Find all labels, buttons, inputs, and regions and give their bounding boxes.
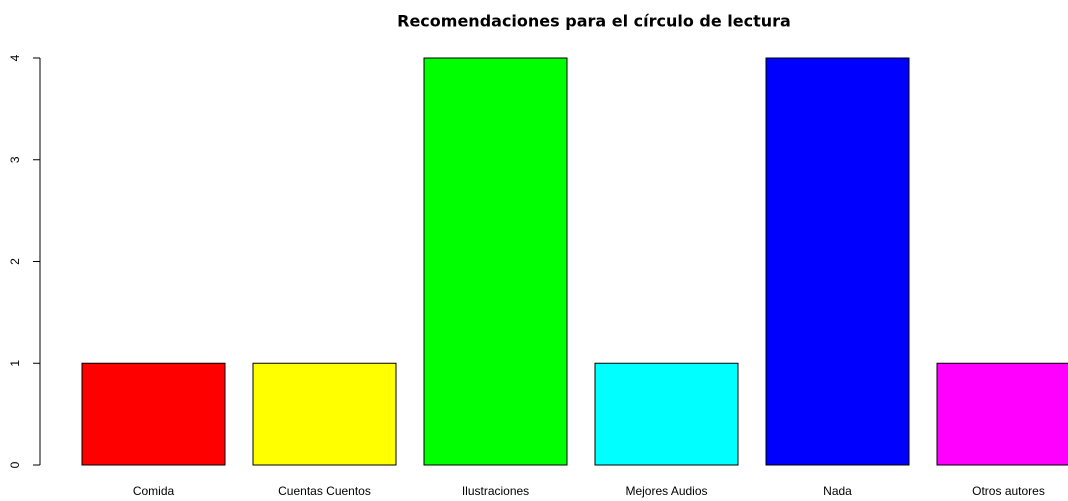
x-tick-label: Otros autores [972, 484, 1045, 498]
y-tick-label: 3 [8, 156, 22, 163]
y-tick-label: 2 [8, 258, 22, 265]
bar [936, 362, 1068, 466]
bar [423, 57, 568, 466]
x-tick-label: Cuentas Cuentos [278, 484, 371, 498]
bar [765, 57, 910, 466]
y-tick-label: 1 [8, 360, 22, 367]
x-tick-label: Ilustraciones [462, 484, 529, 498]
bar [81, 362, 226, 466]
y-tick-label: 0 [8, 461, 22, 468]
x-tick-label: Mejores Audios [625, 484, 707, 498]
y-tick-label: 4 [8, 54, 22, 61]
x-tick-label: Nada [823, 484, 852, 498]
bar [594, 362, 739, 466]
x-tick-label: Comida [133, 484, 175, 498]
bar [252, 362, 397, 466]
chart-title: Recomendaciones para el círculo de lectu… [397, 12, 791, 31]
